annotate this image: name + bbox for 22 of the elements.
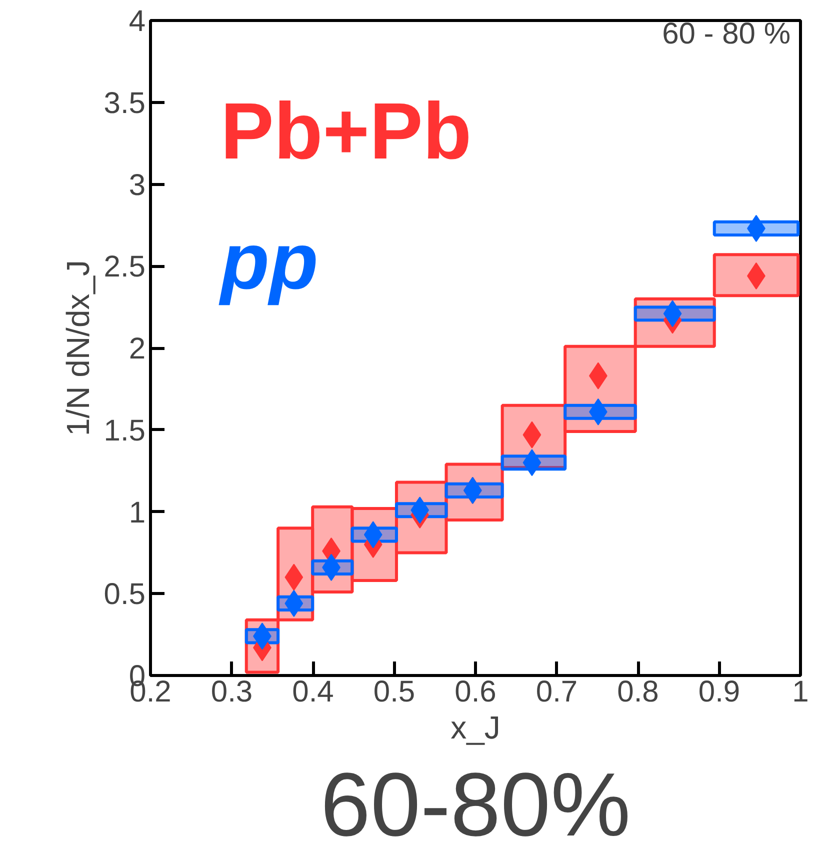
x-tick-label: 0.4 xyxy=(292,676,334,708)
y-axis-title: 1/N dN/dx_J xyxy=(60,260,96,436)
x-tick-label: 0.5 xyxy=(373,676,416,708)
y-tick-label: 1.5 xyxy=(104,414,146,448)
annotation: 60 - 80 % xyxy=(662,18,791,50)
y-tick-label: 2 xyxy=(128,332,146,366)
x-tick-label: 0.6 xyxy=(454,676,496,708)
text: 60-80% xyxy=(320,756,631,856)
x-tick-label: 0.8 xyxy=(617,676,659,708)
x-tick-label: 1 xyxy=(792,676,809,708)
x-tick-label: 0.3 xyxy=(210,676,253,708)
y-tick-label: 2.5 xyxy=(104,250,146,284)
y-tick-label: 4 xyxy=(128,5,146,38)
x-tick-label: 0.9 xyxy=(698,676,740,708)
text: pp xyxy=(218,216,318,306)
y-tick-label: 1 xyxy=(128,496,146,530)
text: Pb+Pb xyxy=(220,86,472,176)
y-tick-label: 3.5 xyxy=(104,86,146,120)
y-tick-label: 3 xyxy=(128,168,146,202)
y-tick-label: 0.5 xyxy=(104,578,146,612)
x-axis-title: x_J xyxy=(450,710,500,746)
x-tick-label: 0.7 xyxy=(536,676,578,708)
